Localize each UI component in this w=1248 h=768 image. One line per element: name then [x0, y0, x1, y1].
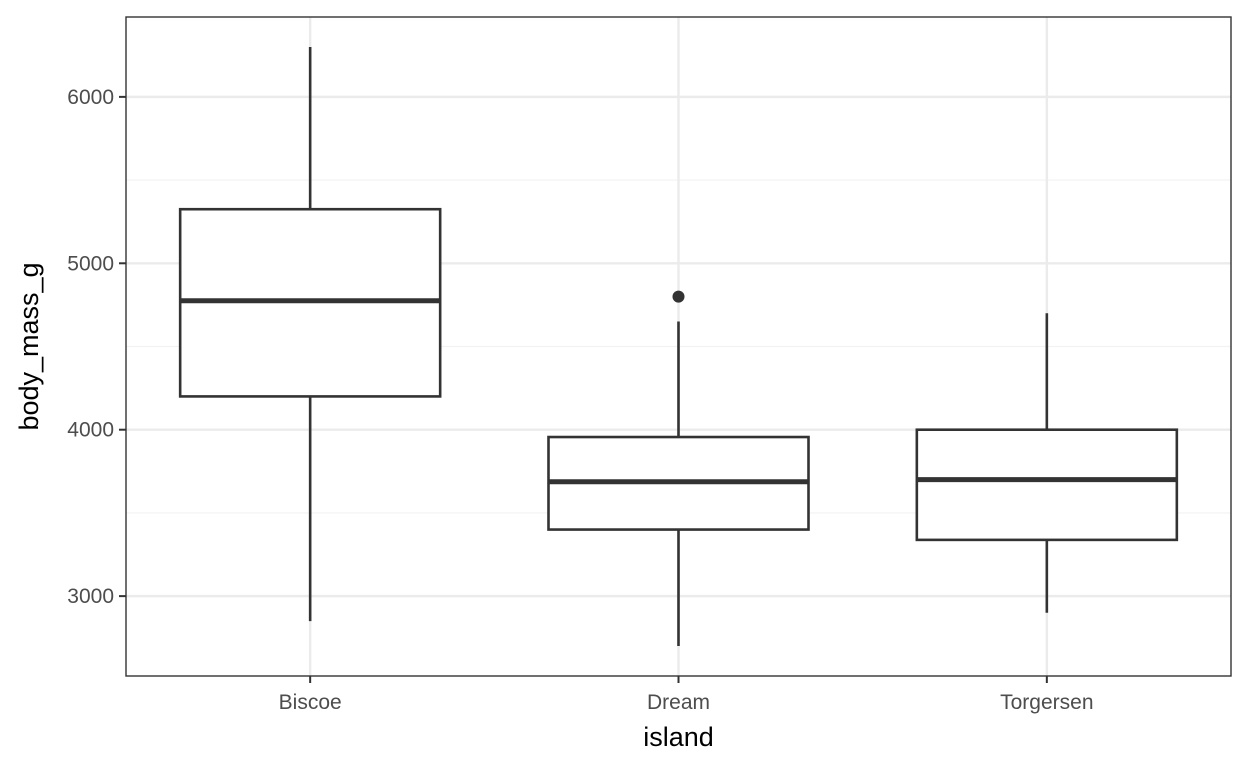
box-dream: [547, 290, 810, 647]
box-layer: [178, 46, 1179, 647]
x-tick-label: Biscoe: [279, 691, 342, 714]
y-axis-title: body_mass_g: [14, 262, 44, 430]
x-tick-label: Torgersen: [1000, 691, 1093, 714]
box-torgersen: [915, 313, 1179, 613]
axis-layer: 3000 4000 5000 6000 Biscoe Dream Torgersen: [67, 86, 1093, 714]
y-tick-label: 4000: [67, 419, 114, 442]
y-tick-label: 3000: [67, 585, 114, 608]
y-tick-label: 5000: [67, 252, 114, 275]
iqr-box: [915, 428, 1179, 542]
box-biscoe: [178, 46, 442, 622]
y-tick-label: 6000: [67, 86, 114, 109]
x-axis-title: island: [643, 722, 714, 752]
x-tick-label: Dream: [647, 691, 710, 714]
outlier-point: [672, 290, 685, 303]
